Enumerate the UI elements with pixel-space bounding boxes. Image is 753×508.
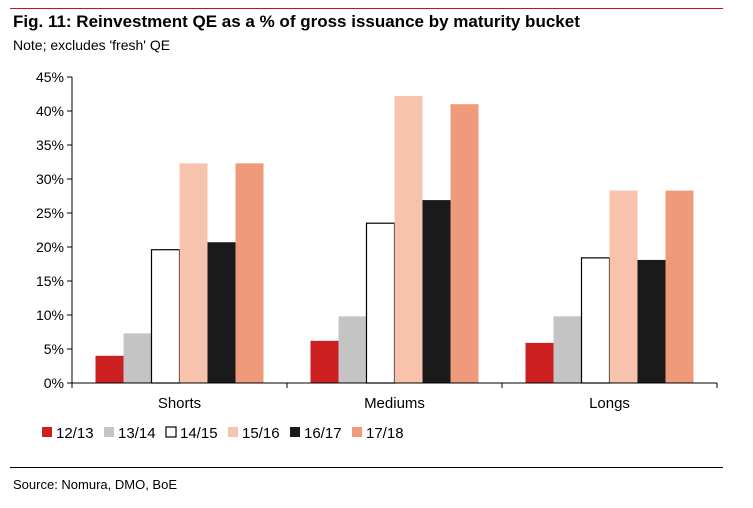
y-tick-label: 35% — [36, 137, 64, 153]
legend-swatch-13-14 — [104, 427, 114, 437]
x-category-label: Longs — [589, 395, 630, 412]
legend-swatch-15-16 — [228, 427, 238, 437]
bar-17-18-shorts — [235, 163, 264, 383]
legend-label-14-15: 14/15 — [180, 425, 218, 442]
legend-label-15-16: 15/16 — [242, 425, 280, 442]
bar-15-16-shorts — [179, 163, 208, 383]
legend-swatch-17-18 — [352, 427, 362, 437]
y-tick-label: 5% — [44, 341, 64, 357]
legend-label-16-17: 16/17 — [304, 425, 342, 442]
bar-12-13-mediums — [310, 340, 339, 383]
legend-swatch-16-17 — [290, 427, 300, 437]
bar-12-13-longs — [525, 342, 554, 383]
bar-17-18-longs — [665, 190, 694, 383]
bar-16-17-longs — [637, 259, 666, 383]
legend-label-12-13: 12/13 — [56, 425, 94, 442]
bar-16-17-shorts — [207, 242, 236, 383]
footer-rule — [10, 467, 723, 468]
y-tick-label: 25% — [36, 205, 64, 221]
bar-15-16-mediums — [394, 96, 423, 383]
bar-14-15-longs — [580, 257, 611, 384]
bar-13-14-longs — [553, 316, 582, 383]
legend-swatch-14-15 — [165, 426, 177, 438]
y-tick-label: 45% — [36, 69, 64, 85]
bar-14-15-mediums — [365, 222, 396, 384]
bar-13-14-mediums — [338, 316, 367, 383]
title-rule — [10, 8, 723, 9]
y-tick-label: 20% — [36, 239, 64, 255]
bar-12-13-shorts — [95, 355, 124, 383]
bar-15-16-longs — [609, 190, 638, 383]
bar-14-15-shorts — [150, 249, 181, 384]
x-category-label: Shorts — [158, 395, 201, 412]
source-note: Source: Nomura, DMO, BoE — [13, 477, 177, 492]
y-tick-label: 30% — [36, 171, 64, 187]
y-tick-label: 0% — [44, 375, 64, 391]
y-tick-label: 15% — [36, 273, 64, 289]
y-tick-label: 40% — [36, 103, 64, 119]
legend-swatch-12-13 — [42, 427, 52, 437]
chart-subtitle: Note; excludes 'fresh' QE — [13, 37, 171, 53]
bar-17-18-mediums — [450, 104, 479, 383]
legend-label-13-14: 13/14 — [118, 425, 156, 442]
bar-16-17-mediums — [422, 200, 451, 383]
chart-title: Fig. 11: Reinvestment QE as a % of gross… — [13, 12, 580, 31]
x-category-label: Mediums — [364, 395, 425, 412]
y-tick-label: 10% — [36, 307, 64, 323]
legend-label-17-18: 17/18 — [366, 425, 404, 442]
bar-13-14-shorts — [123, 333, 152, 383]
